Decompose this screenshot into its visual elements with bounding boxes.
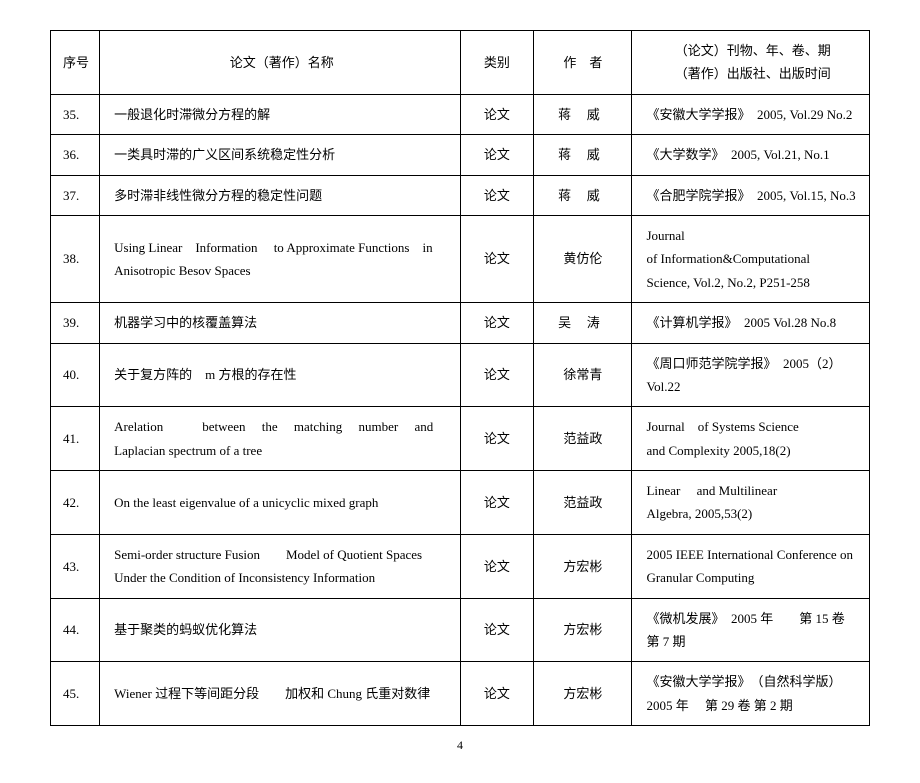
cell-title: 一类具时滞的广义区间系统稳定性分析 xyxy=(100,135,460,175)
cell-title: Arelation between the matching number an… xyxy=(100,407,460,471)
cell-type: 论文 xyxy=(460,94,534,134)
cell-journal: Linear and Multilinear Algebra, 2005,53(… xyxy=(632,471,870,535)
cell-journal: Journal of Systems Science and Complexit… xyxy=(632,407,870,471)
cell-type: 论文 xyxy=(460,662,534,726)
cell-num: 38. xyxy=(51,215,100,302)
table-row: 36.一类具时滞的广义区间系统稳定性分析论文蒋威《大学数学》 2005, Vol… xyxy=(51,135,870,175)
header-journal: （论文）刊物、年、卷、期 （著作）出版社、出版时间 xyxy=(632,31,870,95)
table-row: 40.关于复方阵的 m 方根的存在性论文徐常青《周口师范学院学报》 2005（2… xyxy=(51,343,870,407)
cell-journal: 《合肥学院学报》 2005, Vol.15, No.3 xyxy=(632,175,870,215)
cell-num: 42. xyxy=(51,471,100,535)
cell-journal: 《周口师范学院学报》 2005（2）Vol.22 xyxy=(632,343,870,407)
cell-type: 论文 xyxy=(460,471,534,535)
header-author: 作 者 xyxy=(534,31,632,95)
table-row: 41.Arelation between the matching number… xyxy=(51,407,870,471)
cell-title: Wiener 过程下等间距分段 加权和 Chung 氏重对数律 xyxy=(100,662,460,726)
header-journal-line2: （著作）出版社、出版时间 xyxy=(646,62,859,85)
cell-title: Semi-order structure Fusion Model of Quo… xyxy=(100,534,460,598)
cell-journal: 《安徽大学学报》 （自然科学版） 2005 年 第 29 卷 第 2 期 xyxy=(632,662,870,726)
cell-author: 蒋威 xyxy=(534,135,632,175)
table-row: 39.机器学习中的核覆盖算法论文吴涛《计算机学报》 2005 Vol.28 No… xyxy=(51,303,870,343)
cell-journal: 《大学数学》 2005, Vol.21, No.1 xyxy=(632,135,870,175)
cell-num: 35. xyxy=(51,94,100,134)
cell-title: 基于聚类的蚂蚁优化算法 xyxy=(100,598,460,662)
cell-type: 论文 xyxy=(460,215,534,302)
cell-type: 论文 xyxy=(460,534,534,598)
cell-num: 41. xyxy=(51,407,100,471)
cell-author: 徐常青 xyxy=(534,343,632,407)
cell-author: 方宏彬 xyxy=(534,534,632,598)
table-row: 43.Semi-order structure Fusion Model of … xyxy=(51,534,870,598)
cell-type: 论文 xyxy=(460,407,534,471)
table-body: 35.一般退化时滞微分方程的解论文蒋威《安徽大学学报》 2005, Vol.29… xyxy=(51,94,870,725)
cell-journal: 《微机发展》 2005 年 第 15 卷 第 7 期 xyxy=(632,598,870,662)
cell-journal: 2005 IEEE International Conference on Gr… xyxy=(632,534,870,598)
cell-title: Using Linear Information to Approximate … xyxy=(100,215,460,302)
cell-author: 黄仿伦 xyxy=(534,215,632,302)
cell-author: 方宏彬 xyxy=(534,598,632,662)
cell-title: On the least eigenvalue of a unicyclic m… xyxy=(100,471,460,535)
cell-author: 蒋威 xyxy=(534,94,632,134)
table-row: 44.基于聚类的蚂蚁优化算法论文方宏彬《微机发展》 2005 年 第 15 卷 … xyxy=(51,598,870,662)
header-type: 类别 xyxy=(460,31,534,95)
table-header-row: 序号 论文（著作）名称 类别 作 者 （论文）刊物、年、卷、期 （著作）出版社、… xyxy=(51,31,870,95)
cell-num: 36. xyxy=(51,135,100,175)
cell-journal: Journal of Information&Computational Sci… xyxy=(632,215,870,302)
cell-num: 39. xyxy=(51,303,100,343)
cell-title: 机器学习中的核覆盖算法 xyxy=(100,303,460,343)
cell-type: 论文 xyxy=(460,303,534,343)
cell-num: 45. xyxy=(51,662,100,726)
table-row: 45.Wiener 过程下等间距分段 加权和 Chung 氏重对数律论文方宏彬《… xyxy=(51,662,870,726)
cell-title: 关于复方阵的 m 方根的存在性 xyxy=(100,343,460,407)
cell-type: 论文 xyxy=(460,135,534,175)
cell-type: 论文 xyxy=(460,175,534,215)
table-row: 38.Using Linear Information to Approxima… xyxy=(51,215,870,302)
cell-title: 一般退化时滞微分方程的解 xyxy=(100,94,460,134)
cell-journal: 《安徽大学学报》 2005, Vol.29 No.2 xyxy=(632,94,870,134)
header-num: 序号 xyxy=(51,31,100,95)
cell-author: 范益政 xyxy=(534,407,632,471)
header-title: 论文（著作）名称 xyxy=(100,31,460,95)
table-row: 37.多时滞非线性微分方程的稳定性问题论文蒋威《合肥学院学报》 2005, Vo… xyxy=(51,175,870,215)
cell-title: 多时滞非线性微分方程的稳定性问题 xyxy=(100,175,460,215)
table-row: 42.On the least eigenvalue of a unicycli… xyxy=(51,471,870,535)
page-number: 4 xyxy=(50,738,870,753)
cell-author: 范益政 xyxy=(534,471,632,535)
table-row: 35.一般退化时滞微分方程的解论文蒋威《安徽大学学报》 2005, Vol.29… xyxy=(51,94,870,134)
cell-journal: 《计算机学报》 2005 Vol.28 No.8 xyxy=(632,303,870,343)
cell-num: 43. xyxy=(51,534,100,598)
cell-type: 论文 xyxy=(460,598,534,662)
cell-author: 方宏彬 xyxy=(534,662,632,726)
publications-table: 序号 论文（著作）名称 类别 作 者 （论文）刊物、年、卷、期 （著作）出版社、… xyxy=(50,30,870,726)
cell-author: 吴涛 xyxy=(534,303,632,343)
cell-num: 37. xyxy=(51,175,100,215)
cell-type: 论文 xyxy=(460,343,534,407)
header-journal-line1: （论文）刊物、年、卷、期 xyxy=(646,39,859,62)
cell-author: 蒋威 xyxy=(534,175,632,215)
cell-num: 40. xyxy=(51,343,100,407)
cell-num: 44. xyxy=(51,598,100,662)
